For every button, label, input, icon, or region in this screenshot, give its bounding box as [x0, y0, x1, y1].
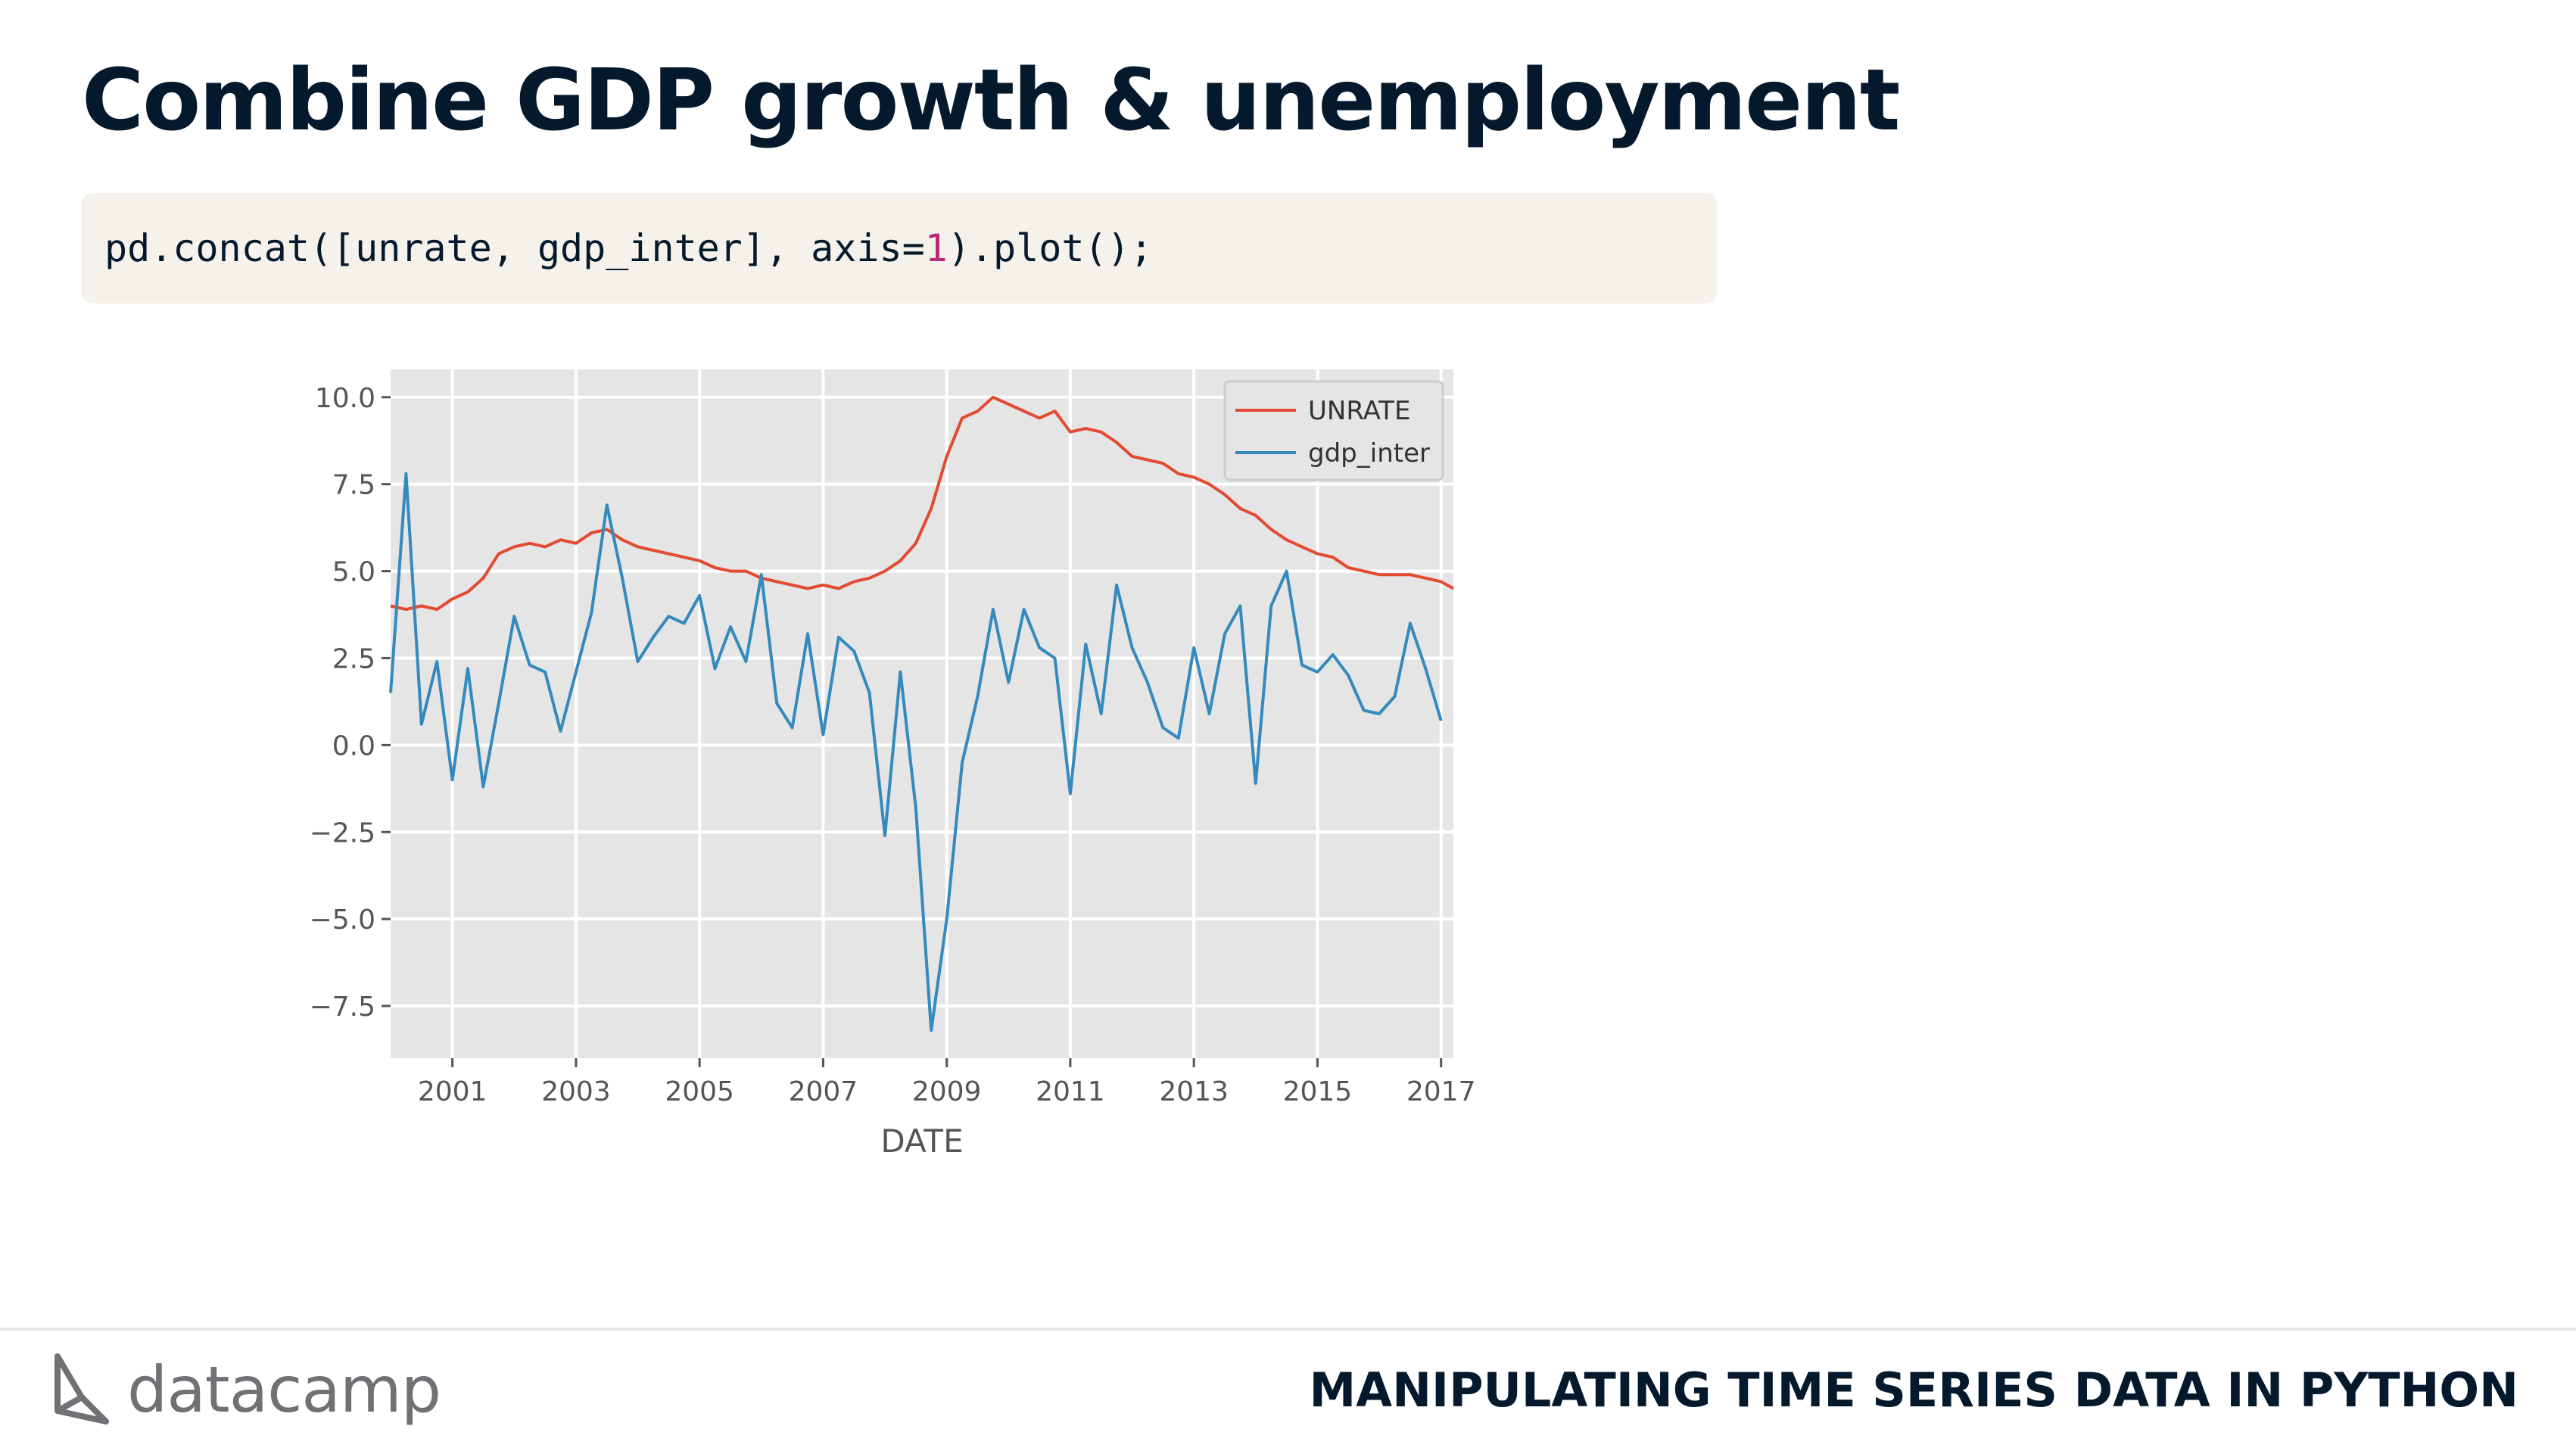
code-number: 1 — [924, 226, 948, 270]
slide-title: Combine GDP growth & unemployment — [82, 51, 1900, 150]
x-tick-label: 2011 — [1036, 1076, 1105, 1107]
y-tick-label: 10.0 — [315, 383, 375, 414]
y-tick-label: −7.5 — [310, 992, 375, 1023]
y-tick-label: 7.5 — [332, 470, 375, 501]
code-block: pd.concat([unrate, gdp_inter], axis= 1).p… — [82, 193, 1717, 304]
x-tick-label: 2003 — [541, 1076, 611, 1107]
x-tick-label: 2009 — [912, 1076, 982, 1107]
x-tick-label: 2007 — [789, 1076, 858, 1107]
x-tick-label: 2013 — [1159, 1076, 1229, 1107]
legend-label: UNRATE — [1308, 396, 1410, 426]
x-tick-label: 2001 — [418, 1076, 487, 1107]
datacamp-logo[interactable]: datacamp — [51, 1352, 441, 1428]
y-tick-label: 5.0 — [332, 557, 375, 588]
series-line-unrate — [390, 395, 1454, 612]
legend-box — [1223, 380, 1444, 481]
logo-text: datacamp — [127, 1353, 441, 1427]
y-tick-label: −5.0 — [310, 905, 375, 936]
code-text-suffix: ).plot(); — [947, 226, 1153, 270]
y-tick-label: 0.0 — [332, 730, 375, 761]
y-tick-label: 2.5 — [332, 643, 375, 674]
y-tick-label: −2.5 — [310, 817, 375, 848]
series-line-gdp-inter — [389, 472, 1443, 1032]
code-text: pd.concat([unrate, gdp_inter], axis= — [104, 226, 925, 270]
x-tick-label: 2015 — [1283, 1076, 1353, 1107]
datacamp-logo-icon — [55, 1353, 109, 1425]
legend-label: gdp_inter — [1308, 438, 1430, 469]
line-chart: −7.5 −5.0 −2.5 0.0 2.5 5.0 7.5 10.0 2001 2003 2005… — [310, 369, 1476, 1160]
x-tick-label: 2005 — [665, 1076, 734, 1107]
footer-divider — [0, 1328, 2576, 1331]
x-tick-label: 2017 — [1406, 1076, 1476, 1107]
course-title: MANIPULATING TIME SERIES DATA IN PYTHON — [1309, 1362, 2518, 1418]
x-axis-label: DATE — [880, 1123, 963, 1160]
